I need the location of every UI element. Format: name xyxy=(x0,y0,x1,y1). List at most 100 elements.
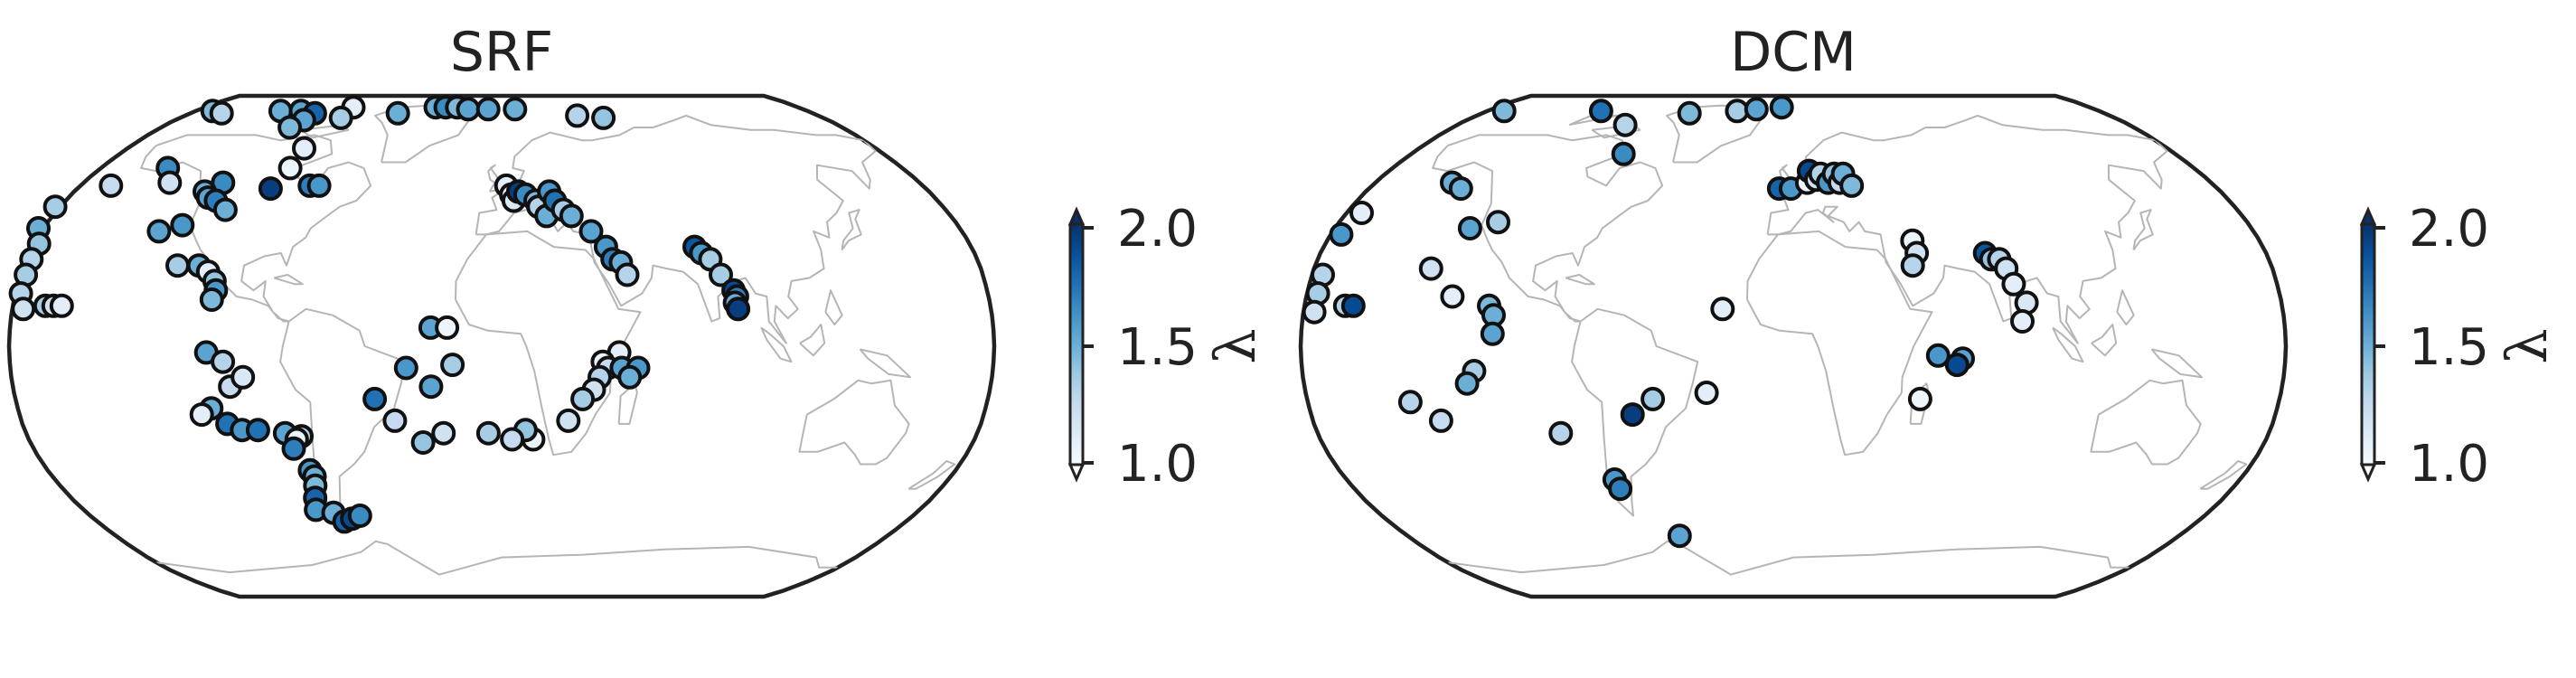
station-point xyxy=(1302,299,1327,325)
station-point xyxy=(456,97,481,122)
station-point xyxy=(49,293,74,318)
coastline xyxy=(798,379,910,466)
station-point xyxy=(1491,99,1517,124)
station-point xyxy=(281,436,306,461)
colorbar-label: λ xyxy=(2494,328,2560,363)
coastline xyxy=(799,324,826,357)
colorbar-extend-max xyxy=(2359,206,2377,226)
station-point xyxy=(1486,210,1510,235)
coastline xyxy=(907,460,956,490)
colorbar-tick-label: 2.0 xyxy=(2409,200,2489,259)
colorbar-tick-label: 1.0 xyxy=(2409,435,2489,494)
map-panel-dcm: DCM 2.0 1.5 1.0 λ xyxy=(1298,21,2560,599)
station-point xyxy=(258,176,283,202)
station-point xyxy=(2001,271,2026,297)
coastline xyxy=(475,114,877,344)
station-point xyxy=(245,418,270,443)
station-point xyxy=(1448,176,1473,202)
coastline xyxy=(1571,307,1699,517)
coastline xyxy=(2091,324,2118,357)
station-point xyxy=(617,364,643,390)
station-point xyxy=(165,253,190,278)
station-point xyxy=(157,170,183,195)
station-point xyxy=(1900,253,1925,278)
station-point xyxy=(1454,371,1480,396)
station-point xyxy=(1925,343,1951,368)
station-markers xyxy=(8,95,751,534)
station-point xyxy=(1548,420,1574,446)
colorbar-tick-label: 1.5 xyxy=(1117,318,1198,377)
station-point xyxy=(1611,141,1636,166)
colorbar: 2.0 1.5 1.0 λ xyxy=(1067,200,1268,494)
coastline xyxy=(2052,326,2084,363)
colorbar-tick-label: 1.0 xyxy=(1117,435,1198,494)
colorbar-label: λ xyxy=(1202,328,1268,363)
station-point xyxy=(1667,523,1692,549)
station-point xyxy=(1612,112,1638,137)
station-point xyxy=(418,374,444,400)
station-point xyxy=(292,136,316,161)
station-point xyxy=(212,197,238,222)
station-point xyxy=(503,97,528,122)
station-point xyxy=(726,297,751,322)
coastline xyxy=(273,274,304,286)
station-point xyxy=(1457,216,1482,240)
station-point xyxy=(475,420,501,446)
chart-title: DCM xyxy=(1730,21,1857,84)
station-point xyxy=(382,408,408,433)
station-point xyxy=(393,355,418,381)
station-point xyxy=(1588,99,1613,124)
station-point xyxy=(578,219,604,244)
station-point xyxy=(1907,386,1932,411)
station-point xyxy=(277,155,303,181)
station-point xyxy=(565,103,590,128)
coastlines xyxy=(1432,104,2248,576)
station-point xyxy=(1620,402,1645,428)
station-point xyxy=(1440,284,1465,309)
station-point xyxy=(1839,173,1865,198)
colorbar-extend-min xyxy=(2359,463,2377,483)
station-point xyxy=(1418,256,1443,281)
coastline xyxy=(841,209,862,251)
station-point xyxy=(500,427,525,452)
station-point xyxy=(1349,201,1374,225)
coastline xyxy=(760,326,793,363)
station-point xyxy=(475,97,501,122)
colorbar-tick-label: 2.0 xyxy=(1117,200,1198,259)
coastline xyxy=(2132,209,2154,251)
station-point xyxy=(11,297,36,322)
map-frame xyxy=(1298,93,2289,599)
station-point xyxy=(1694,381,1719,405)
coastline xyxy=(859,348,912,379)
station-point xyxy=(306,173,332,198)
coastline xyxy=(2090,379,2202,466)
coastline xyxy=(1746,230,1933,457)
station-point xyxy=(362,386,388,411)
coastline xyxy=(2116,289,2135,325)
station-point xyxy=(2010,309,2035,334)
coastline xyxy=(1766,114,2168,344)
map-panel-srf: SRF 2.0 1.5 1.0 λ xyxy=(6,21,1268,599)
station-point xyxy=(615,262,640,287)
station-point xyxy=(199,287,224,312)
station-point xyxy=(570,386,596,411)
station-point xyxy=(1428,408,1453,433)
station-point xyxy=(230,364,256,390)
station-point xyxy=(277,115,303,140)
station-point xyxy=(1944,353,1970,378)
station-point xyxy=(559,203,584,229)
station-point xyxy=(1744,97,1769,122)
station-point xyxy=(440,353,465,378)
colorbar-extend-max xyxy=(1067,206,1086,226)
station-point xyxy=(1397,390,1423,415)
colorbar-bar xyxy=(1068,222,1085,466)
station-point xyxy=(556,408,581,433)
station-point xyxy=(328,105,353,130)
coastline xyxy=(824,289,843,325)
station-point xyxy=(1329,221,1354,247)
coastline xyxy=(156,540,838,576)
station-point xyxy=(146,219,172,244)
station-point xyxy=(1677,100,1702,126)
station-point xyxy=(1608,476,1633,502)
